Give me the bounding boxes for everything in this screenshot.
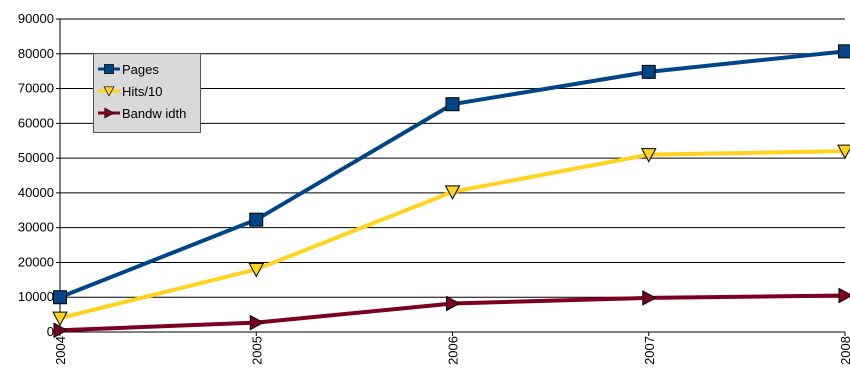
legend-symbol <box>98 107 120 119</box>
x-tick-label: 2007 <box>642 336 657 365</box>
series-line <box>59 149 846 321</box>
legend: Pages Hits/10 Bandw idth <box>93 53 201 133</box>
y-tick-label: 40000 <box>18 185 54 200</box>
y-tick-label: 70000 <box>18 81 54 96</box>
data-point <box>103 86 115 97</box>
data-point <box>104 64 114 74</box>
x-tick-labels: 2004 2005 2006 2007 2008 <box>53 336 850 365</box>
y-tick-label: 50000 <box>18 150 54 165</box>
data-point <box>248 262 265 278</box>
x-tick-label: 2006 <box>446 336 461 365</box>
x-tick-label: 2008 <box>838 336 850 365</box>
data-point <box>445 97 460 112</box>
data-point <box>838 44 850 59</box>
data-point <box>104 107 115 119</box>
y-tick-label: 90000 <box>18 11 54 26</box>
data-point <box>838 287 850 304</box>
data-point <box>641 64 656 79</box>
y-tick-label: 80000 <box>18 46 54 61</box>
data-point <box>53 322 69 339</box>
legend-label: Hits/10 <box>122 83 163 99</box>
data-point <box>249 314 265 331</box>
legend-symbol <box>98 64 120 74</box>
legend-label: Bandw idth <box>122 105 187 121</box>
data-point <box>249 212 264 227</box>
data-point <box>52 311 68 327</box>
legend-label: Pages <box>122 61 159 77</box>
data-point <box>642 290 657 306</box>
y-tick-label: 60000 <box>18 115 54 130</box>
y-tick-label: 20000 <box>18 254 54 269</box>
data-point <box>837 144 850 160</box>
y-tick-label: 0 <box>47 324 54 339</box>
legend-item: Bandw idth <box>98 102 200 124</box>
data-point <box>444 185 461 200</box>
legend-item: Pages <box>98 58 200 80</box>
legend-item: Hits/10 <box>98 80 200 102</box>
y-tick-label: 30000 <box>18 220 54 235</box>
data-point <box>446 295 461 312</box>
y-tick-label: 10000 <box>18 289 54 304</box>
x-tick-label: 2004 <box>53 336 68 365</box>
y-tick-labels: 0 10000 20000 30000 40000 50000 60000 70000 8000… <box>18 11 54 339</box>
x-tick-label: 2005 <box>249 336 264 365</box>
data-point <box>640 148 657 163</box>
legend-symbol <box>98 86 120 97</box>
series-markers <box>52 44 850 339</box>
data-point <box>53 290 67 305</box>
axes <box>56 18 846 336</box>
